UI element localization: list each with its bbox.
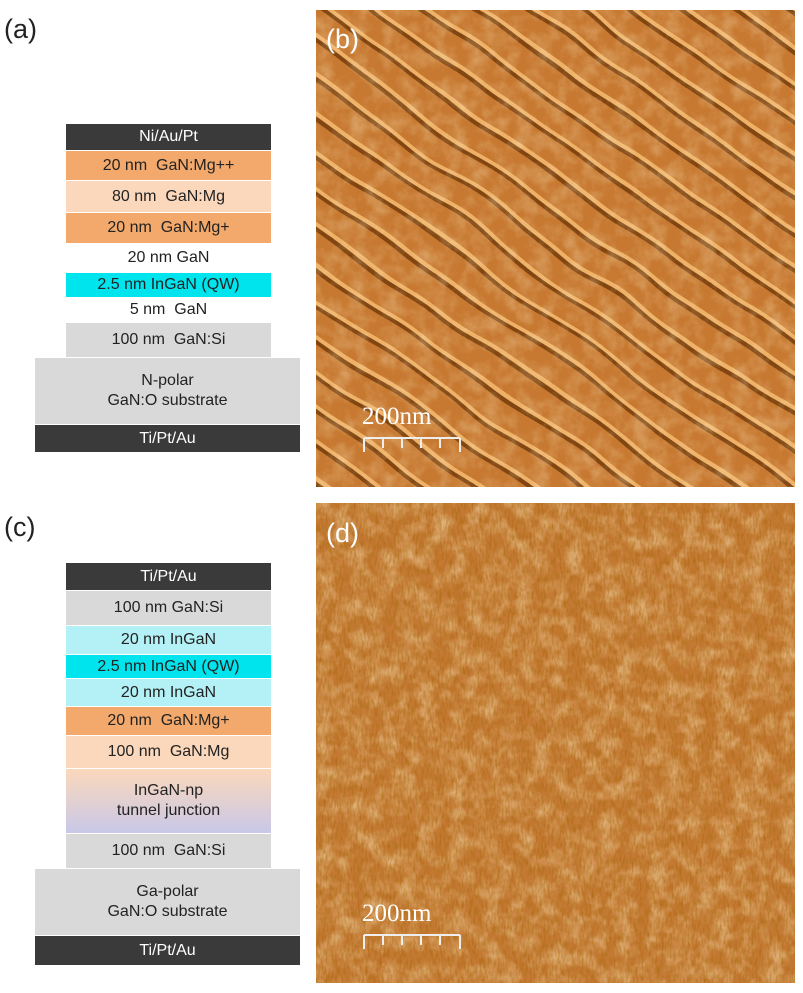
layer: 20 nm GaN:Mg++: [66, 150, 271, 180]
panel-label: (b): [326, 24, 359, 54]
layer: 20 nm InGaN: [66, 625, 271, 654]
layer: Ti/Pt/Au: [66, 562, 271, 590]
layer-text: Ga-polar: [136, 883, 199, 900]
layer: Ni/Au/Pt: [66, 123, 271, 150]
layer: 20 nm GaN:Mg+: [66, 706, 271, 735]
layer: 100 nm GaN:Si: [66, 322, 271, 357]
layer-text: 80 nm GaN:Mg: [112, 187, 225, 205]
layer: Ga-polar GaN:O substrate: [35, 868, 300, 935]
layer-text: Ni/Au/Pt: [139, 128, 198, 145]
layer-text: 5 nm GaN: [129, 301, 208, 318]
panel-label: (d): [326, 518, 359, 548]
layer-text: 20 nm GaN:Mg+: [107, 712, 230, 729]
layer-text: 20 nm InGaN: [120, 683, 217, 701]
layer: 2.5 nm InGaN (QW): [66, 654, 271, 678]
scale-bar: [363, 437, 461, 949]
layer: Ti/Pt/Au: [35, 424, 300, 452]
layer: 100 nm GaN:Mg: [66, 735, 271, 768]
layer-text: 100 nm GaN:Mg: [107, 743, 230, 760]
layer-text: 2.5 nm InGaN (QW): [97, 657, 240, 675]
layer-text: Ti/Pt/Au: [139, 941, 196, 959]
scale-bar-label: 200nm: [362, 403, 432, 430]
layer-text: GaN:O substrate: [107, 903, 228, 920]
layer: 100 nm GaN:Si: [66, 833, 271, 868]
panel-label: (c): [4, 512, 36, 542]
layer: 20 nm InGaN: [66, 678, 271, 706]
layer-text: 100 nm GaN:Si: [111, 842, 226, 859]
layer: 100 nm GaN:Si: [66, 590, 271, 625]
layer-text: 100 nm GaN:Si: [111, 331, 226, 348]
afm-image: [316, 503, 795, 983]
layer-text: 20 nm GaN:Mg+: [107, 219, 230, 236]
layer: 2.5 nm InGaN (QW): [66, 272, 271, 297]
layer-text: InGaN-np: [133, 782, 204, 799]
layer: InGaN-np tunnel junction: [66, 768, 271, 833]
afm-image: [316, 10, 795, 487]
layer-text: GaN:O substrate: [107, 392, 228, 409]
layer-text: 20 nm GaN: [127, 249, 210, 266]
layer-text: tunnel junction: [116, 802, 221, 819]
layer-text: Ti/Pt/Au: [139, 429, 196, 447]
layer: Ti/Pt/Au: [35, 935, 300, 965]
layer-text: 20 nm GaN:Mg++: [102, 156, 235, 174]
layer-text: 100 nm GaN:Si: [113, 599, 224, 616]
layer-text: Ti/Pt/Au: [140, 567, 197, 585]
layer: 5 nm GaN: [66, 297, 271, 322]
layer: 80 nm GaN:Mg: [66, 180, 271, 212]
layer: N-polar GaN:O substrate: [35, 357, 300, 424]
layer-text: N-polar: [141, 372, 194, 389]
layer: 20 nm GaN:Mg+: [66, 212, 271, 243]
scale-bar-label: 200nm: [362, 900, 432, 927]
layer-text: 20 nm InGaN: [120, 631, 217, 648]
panel-label: (a): [4, 14, 37, 44]
layer-text: 2.5 nm InGaN (QW): [97, 276, 240, 293]
layer: 20 nm GaN: [66, 243, 271, 272]
